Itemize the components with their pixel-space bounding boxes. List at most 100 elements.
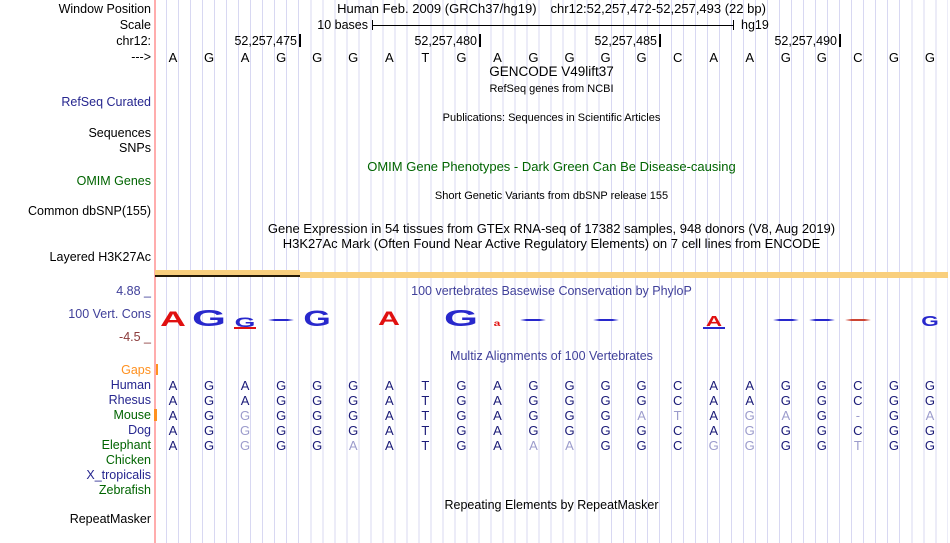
layered-h3k27ac-signal[interactable] — [155, 270, 300, 275]
alignment-base: T — [421, 378, 430, 393]
alignment-base: G — [600, 438, 611, 453]
alignment-base: G — [600, 423, 611, 438]
track-label-vert-cons[interactable]: 100 Vert. Cons — [68, 307, 151, 321]
gaps-indicator-tick — [155, 364, 158, 375]
track-label-repeatmasker[interactable]: RepeatMasker — [69, 512, 151, 526]
h3k27ac-title[interactable]: H3K27Ac Mark (Often Found Near Active Re… — [282, 236, 821, 251]
alignment-base: G — [348, 378, 359, 393]
alignment-base: A — [348, 438, 358, 453]
alignment-base: A — [709, 378, 719, 393]
alignment-base: G — [888, 408, 899, 423]
alignment-base: A — [168, 393, 178, 408]
refseq-subtitle[interactable]: RefSeq genes from NCBI — [489, 83, 614, 95]
conservation-letter: G — [303, 306, 331, 331]
phylop-title[interactable]: 100 vertebrates Basewise Conservation by… — [411, 284, 692, 298]
alignment-base: A — [709, 393, 719, 408]
conservation-logo-base: G — [227, 295, 263, 329]
conservation-logo-base: A — [696, 295, 732, 329]
sequence-base: T — [421, 50, 430, 65]
conservation-dash — [844, 319, 871, 321]
track-label-sequences[interactable]: Sequences — [88, 126, 151, 140]
track-label-dog[interactable]: Dog — [128, 423, 151, 437]
alignment-base: G — [276, 378, 287, 393]
alignment-base: G — [564, 408, 575, 423]
track-label-mouse[interactable]: Mouse — [113, 408, 151, 422]
alignment-base: A — [565, 438, 574, 453]
publications-title[interactable]: Publications: Sequences in Scientific Ar… — [442, 112, 661, 124]
track-label-omim-genes[interactable]: OMIM Genes — [76, 174, 151, 188]
track-label-common-dbsnp[interactable]: Common dbSNP(155) — [28, 204, 151, 218]
track-label-x_tropicalis[interactable]: X_tropicalis — [86, 468, 151, 482]
alignment-base: G — [888, 423, 899, 438]
track-label-strand-arrow: ---> — [131, 50, 151, 64]
track-label-scale: Scale — [119, 18, 151, 32]
conservation-logo-base — [515, 295, 551, 327]
track-label-zebrafish[interactable]: Zebrafish — [98, 483, 151, 497]
track-label-gaps[interactable]: Gaps — [121, 363, 151, 377]
multiz-title[interactable]: Multiz Alignments of 100 Vertebrates — [450, 349, 653, 363]
gtex-title[interactable]: Gene Expression in 54 tissues from GTEx … — [267, 221, 836, 236]
position-title: Human Feb. 2009 (GRCh37/hg19) chr12:52,2… — [155, 1, 948, 16]
gencode-title[interactable]: GENCODE V49lift37 — [489, 64, 614, 79]
alignment-base: G — [780, 393, 791, 408]
conservation-logo-base: G — [299, 295, 335, 330]
track-label-elephant[interactable]: Elephant — [101, 438, 151, 452]
conservation-logo-base: G — [912, 295, 948, 329]
track-label-snps[interactable]: SNPs — [119, 141, 151, 155]
conservation-letter: G — [921, 313, 939, 330]
alignment-base: A — [637, 408, 646, 423]
alignment-base: G — [816, 378, 827, 393]
alignment-base: G — [312, 378, 323, 393]
alignment-base: C — [853, 393, 863, 408]
repeatmasker-title[interactable]: Repeating Elements by RepeatMasker — [444, 498, 659, 512]
alignment-base: G — [240, 423, 251, 438]
alignment-base: G — [276, 423, 287, 438]
track-label-refseq-curated[interactable]: RefSeq Curated — [61, 95, 151, 109]
track-label-rhesus[interactable]: Rhesus — [108, 393, 151, 407]
alignment-base: G — [456, 378, 467, 393]
alignment-base: A — [493, 378, 502, 393]
sequence-base: G — [636, 50, 647, 65]
window-position-text: chr12:52,257,472-52,257,493 (22 bp) — [550, 1, 766, 16]
window-boundary-line — [154, 0, 156, 543]
assembly-title: Human Feb. 2009 (GRCh37/hg19) — [337, 1, 537, 16]
conservation-letter: G — [192, 305, 227, 331]
conservation-logo-base: G — [443, 295, 479, 330]
alignment-base: G — [816, 423, 827, 438]
alignment-insert-tick — [154, 409, 157, 421]
conservation-underline — [702, 327, 725, 329]
alignment-base: G — [636, 393, 647, 408]
alignment-base: G — [636, 438, 647, 453]
alignment-base: G — [600, 408, 611, 423]
alignment-base: G — [312, 408, 323, 423]
sequence-base: A — [168, 50, 178, 65]
alignment-base: A — [384, 423, 394, 438]
omim-title[interactable]: OMIM Gene Phenotypes - Dark Green Can Be… — [367, 159, 736, 174]
alignment-base: C — [672, 378, 683, 393]
track-label-chicken[interactable]: Chicken — [105, 453, 151, 467]
dbsnp-subtitle[interactable]: Short Genetic Variants from dbSNP releas… — [434, 190, 669, 202]
conservation-logo-base: A — [155, 295, 191, 330]
layered-h3k27ac-signal[interactable] — [300, 272, 948, 278]
alignment-base: A — [493, 423, 502, 438]
sequence-base: A — [240, 50, 250, 65]
alignment-base: A — [384, 438, 394, 453]
track-label-human[interactable]: Human — [110, 378, 151, 392]
alignment-base: G — [744, 438, 755, 453]
conservation-logo-base — [840, 295, 876, 327]
alignment-base: G — [528, 378, 539, 393]
alignment-base: - — [855, 408, 861, 423]
alignment-base: C — [853, 378, 863, 393]
scale-bar-line — [372, 25, 734, 26]
track-label-layered-h3k27ac[interactable]: Layered H3K27Ac — [49, 250, 151, 264]
conservation-dash — [808, 319, 835, 321]
alignment-base: G — [600, 378, 611, 393]
alignment-base: A — [168, 438, 178, 453]
